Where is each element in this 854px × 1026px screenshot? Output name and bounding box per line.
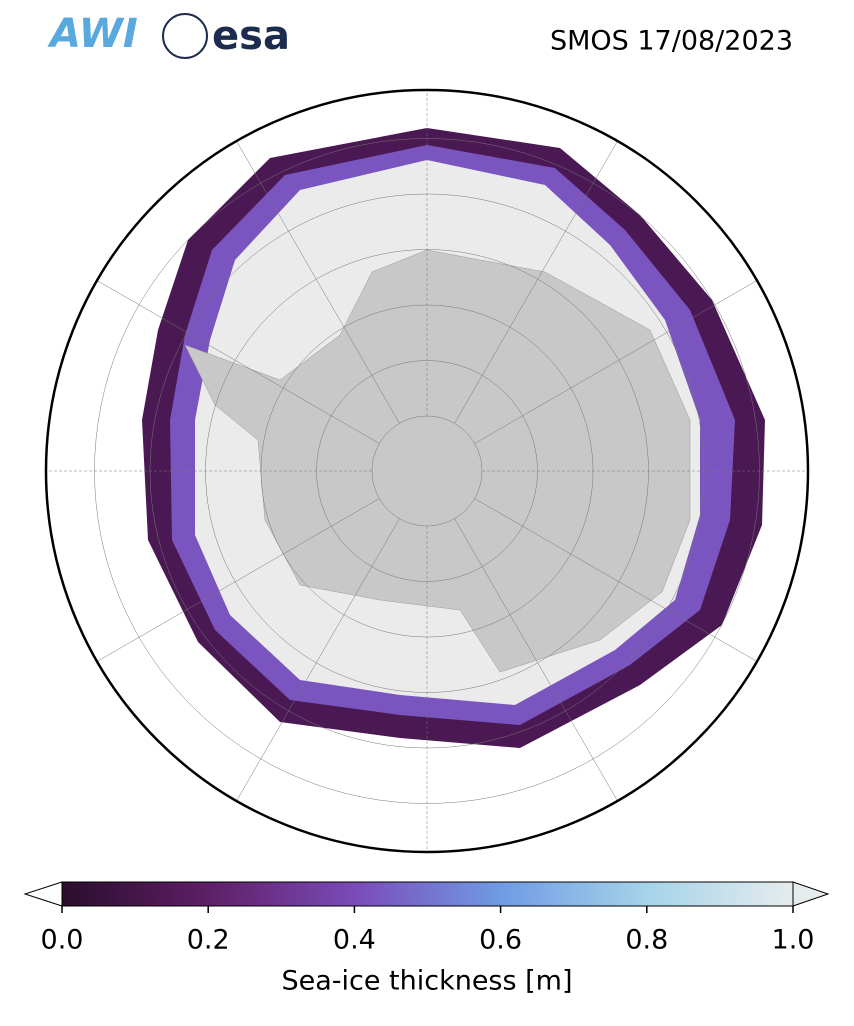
logo-esa: esa	[212, 13, 290, 59]
colorbar-extend-high	[792, 881, 830, 907]
longitude-line	[89, 498, 380, 667]
colorbar-frame	[61, 881, 794, 907]
longitude-line	[454, 133, 623, 424]
colorbar-gradient	[62, 882, 793, 906]
colorbar-label: Sea-ice thickness [m]	[281, 966, 572, 997]
logo-awi: AWI	[47, 11, 138, 57]
colorbar-tick-label: 0.0	[41, 925, 84, 956]
longitude-line	[89, 275, 380, 444]
map-border	[44, 88, 810, 854]
graticule	[46, 90, 808, 852]
colorbar-extend-low	[23, 881, 63, 907]
logo-esa-icon	[162, 13, 208, 59]
colorbar	[23, 881, 830, 913]
colorbar-tick-label: 0.8	[625, 925, 668, 956]
longitude-line	[231, 518, 400, 809]
longitude-line	[474, 498, 765, 667]
longitude-line	[474, 275, 765, 444]
colorbar-tick-label: 1.0	[772, 925, 815, 956]
antarctica	[184, 249, 691, 673]
colorbar-tick-label: 0.6	[479, 925, 522, 956]
colorbar-tick-label: 0.4	[333, 925, 376, 956]
colorbar-tick-label: 0.2	[187, 925, 230, 956]
map-title: SMOS 17/08/2023	[550, 26, 793, 57]
longitude-line	[454, 518, 623, 809]
longitude-line	[231, 133, 400, 424]
map	[46, 90, 808, 852]
